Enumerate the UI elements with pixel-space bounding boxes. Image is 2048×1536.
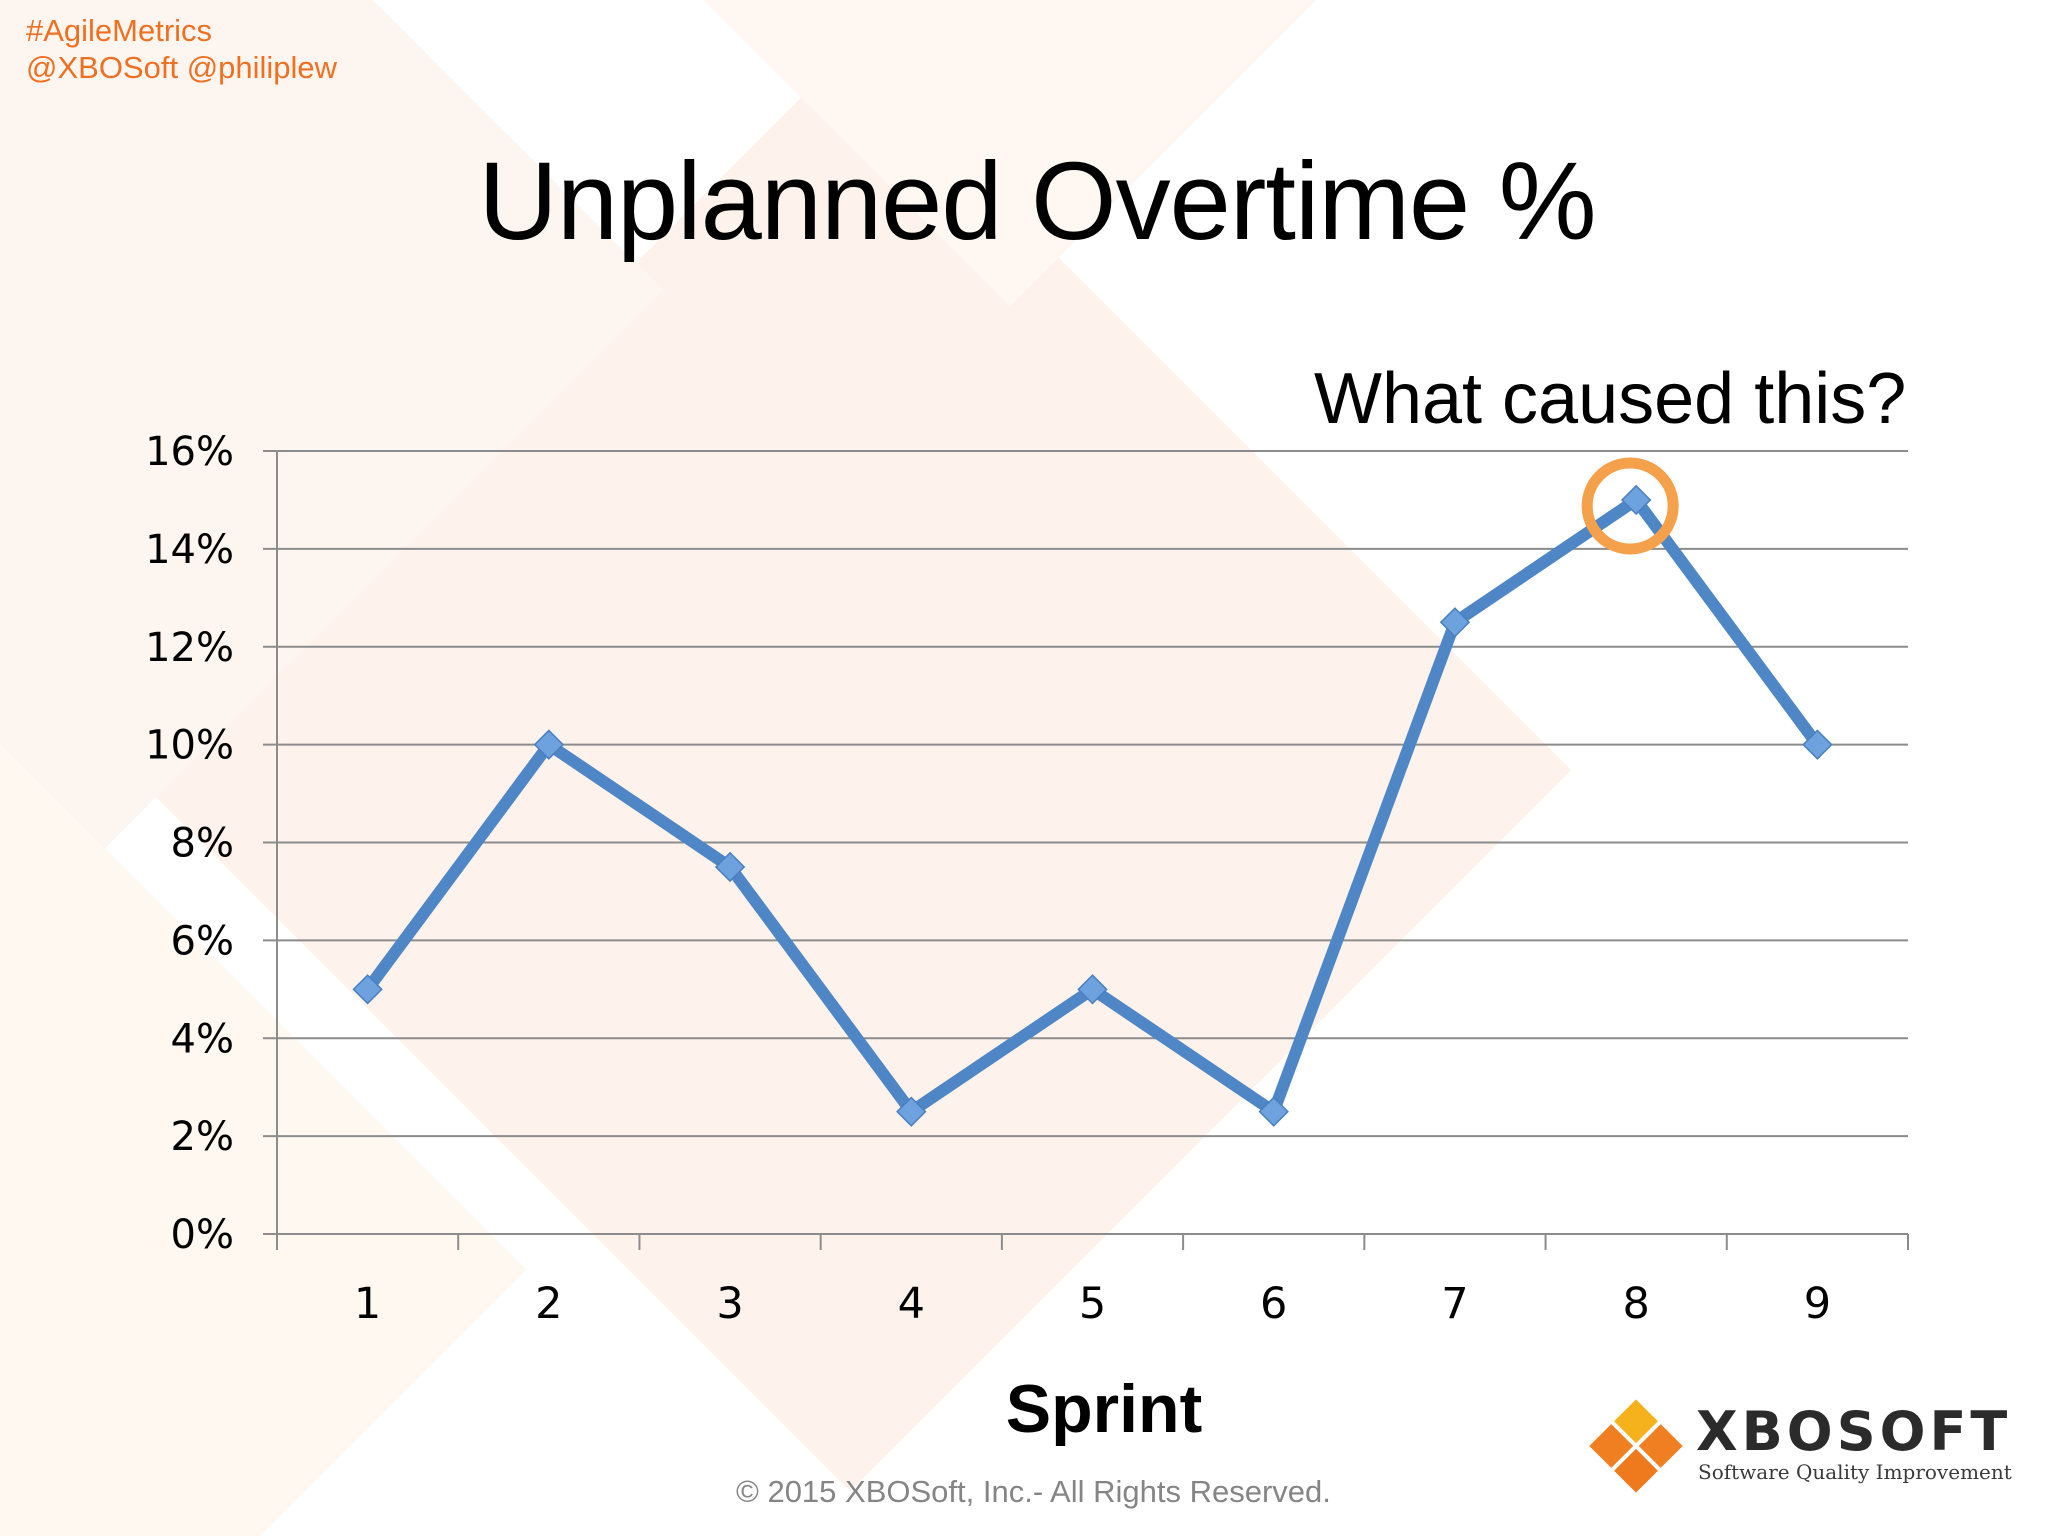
x-tick-label: 3 [716, 1279, 743, 1329]
y-tick-label: 2% [171, 1114, 234, 1160]
data-point-marker [1620, 484, 1652, 516]
y-axis-labels: 0% 2% 4% 6% 8% 10% 12% 14% 16% [145, 429, 234, 1258]
x-tick-label: 7 [1441, 1279, 1468, 1329]
x-axis-labels: 1 2 3 4 5 6 7 8 9 [354, 1279, 1831, 1329]
gridlines [263, 450, 1908, 1235]
x-tick-label: 2 [535, 1279, 562, 1329]
hashtag-text: #AgileMetrics [26, 13, 213, 48]
data-point-marker [1077, 974, 1108, 1005]
x-tick-label: 5 [1079, 1279, 1106, 1329]
x-tick-label: 1 [354, 1279, 381, 1329]
x-tick-label: 8 [1622, 1279, 1649, 1329]
xbosoft-logo: XBOSOFT Software Quality Improvement [1588, 1398, 2012, 1494]
series-line [362, 491, 1823, 1121]
logo-tagline: Software Quality Improvement [1698, 1460, 2012, 1484]
y-tick-label: 12% [145, 625, 234, 671]
highlight-circle [1581, 457, 1679, 555]
data-point-marker [714, 851, 746, 883]
data-point-marker [1258, 1096, 1289, 1127]
data-point-marker [896, 1096, 927, 1127]
y-tick-label: 14% [145, 527, 234, 573]
x-tick-label: 6 [1260, 1279, 1287, 1329]
twitter-handles: @XBOSoft @philiplew [26, 50, 338, 85]
chart-annotation: What caused this? [1314, 359, 1907, 439]
axes [276, 451, 1909, 1250]
y-tick-label: 8% [171, 821, 234, 867]
y-tick-label: 10% [145, 723, 234, 769]
x-tick-label: 9 [1804, 1279, 1831, 1329]
diamond-grid-icon [1589, 1399, 1683, 1493]
x-axis-title: Sprint [1005, 1371, 1203, 1447]
logo-wordmark: XBOSOFT [1696, 1400, 2012, 1463]
y-tick-label: 0% [171, 1212, 234, 1258]
data-series [352, 484, 1833, 1127]
data-point-marker [352, 974, 383, 1005]
y-tick-label: 6% [171, 918, 234, 964]
data-point-marker [1439, 607, 1471, 638]
slide-title: Unplanned Overtime % [478, 140, 1596, 263]
y-tick-label: 16% [145, 429, 234, 475]
highlight-circle-icon [1581, 457, 1679, 555]
data-point-marker [533, 729, 565, 760]
copyright-text: © 2015 XBOSoft, Inc.- All Rights Reserve… [736, 1474, 1331, 1509]
hashtags: #AgileMetrics @XBOSoft @philiplew [26, 12, 337, 86]
data-point-marker [1802, 729, 1833, 760]
y-tick-label: 4% [171, 1016, 234, 1062]
x-tick-label: 4 [898, 1279, 925, 1329]
